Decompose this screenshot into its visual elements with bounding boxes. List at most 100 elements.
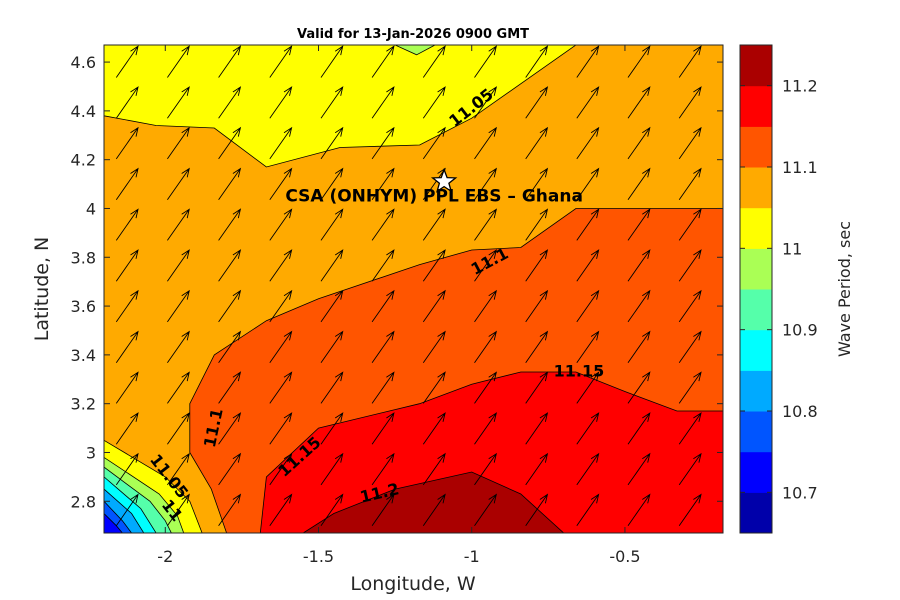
wind-arrow [627,167,651,200]
colorbar-swatch [740,45,772,87]
wind-arrow [474,86,498,119]
wind-arrow [269,45,293,78]
wind-arrow [218,126,242,160]
wind-arrow [576,493,600,526]
wind-arrow [320,167,344,200]
wind-arrow [576,371,600,404]
wind-arrow [218,86,242,119]
wind-arrow [576,412,600,445]
wind-arrow [115,167,139,200]
wind-arrow [422,86,446,119]
wind-arrow [320,208,344,241]
wind-arrow [678,86,702,119]
wind-arrow [627,249,651,282]
wind-arrow [269,412,293,445]
y-tick-label: 4.4 [71,102,96,121]
wind-vector-field [115,45,702,526]
wind-arrow [422,371,446,404]
wind-arrow [576,208,600,241]
wind-arrow [525,249,549,282]
wind-arrow [371,208,395,241]
wind-arrow [115,493,139,526]
x-axis-ticks: -2 -1.5 -1 -0.5 [157,45,641,566]
y-tick-label: 4 [86,199,96,218]
wind-arrow [269,208,293,241]
colorbar-swatch [740,289,772,331]
wind-arrow [320,452,344,486]
wind-arrow [474,126,497,160]
wind-arrow [167,86,190,119]
wind-arrow [269,86,293,119]
wind-arrow [678,249,702,282]
wind-arrow [115,330,139,363]
x-tick-label: -2 [157,547,173,566]
y-tick-label: 3.4 [71,346,96,365]
wind-arrow [218,167,242,200]
wind-arrow [167,493,190,526]
wind-arrow [678,289,702,323]
y-tick-label: 3 [86,443,96,462]
wind-arrow [115,452,139,486]
wind-arrow [525,493,549,526]
wind-arrow [627,371,651,404]
wind-arrow [371,86,395,119]
y-tick-label: 4.6 [71,53,96,72]
contour-band-5 [394,45,436,56]
wind-arrow [678,371,702,404]
wind-arrow [576,452,600,486]
wind-arrow [474,452,497,486]
wind-arrow [576,45,600,78]
wind-arrow [218,412,242,445]
y-tick-label: 3.6 [71,297,96,316]
colorbar-swatch [740,451,772,493]
wind-arrow [320,493,344,526]
colorbar-swatch [740,492,772,534]
wind-arrow [525,371,549,404]
wind-arrow [269,289,293,323]
wind-arrow [269,452,293,486]
wind-arrow [115,371,139,404]
contour-band-4 [302,471,565,533]
contour-label: 11.15 [554,361,605,380]
wind-arrow [269,249,293,282]
wind-arrow [474,249,498,282]
wind-arrow [474,371,497,404]
wind-arrow [115,412,139,445]
wind-arrow [678,330,702,363]
wind-arrow [525,86,549,119]
colorbar-frame [739,44,773,534]
wind-arrow [627,493,651,526]
wind-arrow [218,371,242,404]
wind-arrow [525,45,549,78]
wind-arrow [218,452,242,486]
wind-arrow [576,126,600,160]
colorbar-swatch [740,329,772,371]
y-tick-label: 3.8 [71,248,96,267]
x-tick-label: -1.5 [303,547,334,566]
y-tick-label: 3.2 [71,395,96,414]
colorbar-tick-label: 10.8 [782,402,818,421]
wind-arrow [218,45,242,78]
wind-arrow [422,45,446,78]
wind-arrow [576,289,600,323]
colorbar-tick-label: 10.9 [782,321,818,340]
wind-arrow [371,126,395,160]
colorbar-swatch [740,167,772,209]
wind-arrow [218,208,242,241]
plot-frame [103,44,724,534]
wind-arrow [422,249,446,282]
colorbar: 10.7 10.8 10.9 11 11.1 11.2 [739,44,818,534]
wind-arrow [678,45,702,78]
wind-arrow [269,167,293,200]
wind-arrow [167,45,190,78]
wind-arrow [678,126,702,160]
wind-arrow [627,126,651,160]
colorbar-tick-label: 11.2 [782,77,818,96]
wind-arrow [474,45,498,78]
wind-arrow [627,330,651,363]
wind-arrow [167,412,190,445]
wind-arrow [627,45,651,78]
colorbar-swatch [740,411,772,453]
wind-arrow [320,412,344,445]
wind-arrow [371,371,395,404]
